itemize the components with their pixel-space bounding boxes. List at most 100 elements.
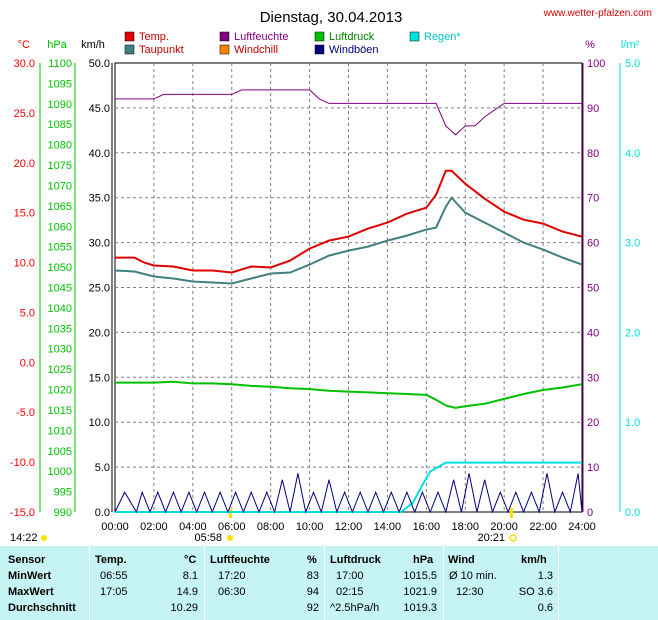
moonrise-label: 14:22: [10, 532, 38, 544]
x-tick-label: 06:00: [218, 521, 246, 533]
axes: 00:00 02:00 04:00 06:00 08:00 10:00 12:00 14:00…: [10, 39, 640, 544]
legend-label: Regen*: [424, 31, 461, 43]
stats-separator: [324, 546, 325, 620]
x-tick-label: 12:00: [335, 521, 363, 533]
header-wind-unit: km/h: [521, 554, 547, 566]
series-line: [114, 473, 583, 514]
series-line: [115, 169, 583, 274]
pressure-value: 1019.3: [403, 602, 437, 614]
rain-axis-tick-label: 1.0: [625, 417, 640, 429]
moon-icon: [41, 535, 47, 541]
series-line: [115, 461, 582, 513]
wind-label: 12:30: [456, 586, 484, 598]
legend-swatch: [219, 44, 230, 55]
header-humidity-unit: %: [307, 554, 317, 566]
row-label: MinWert: [8, 570, 52, 582]
rain-axis-tick-label: 3.0: [625, 238, 640, 250]
humidity-axis-tick-label: 50: [587, 283, 599, 295]
temp-axis-tick-label: 0.0: [20, 357, 35, 369]
temp-unit-label: °C: [18, 39, 30, 51]
legend-label: Windböen: [329, 44, 379, 56]
humidity-axis-tick-label: 80: [587, 148, 599, 160]
pressure-axis-tick-label: 1015: [48, 405, 72, 417]
wind-value: 0.6: [537, 602, 553, 614]
temp-time: 06:55: [100, 570, 128, 582]
pressure-axis-tick-label: 1095: [48, 78, 72, 90]
temp-axis-tick-label: 5.0: [20, 307, 35, 319]
humidity-time: 17:20: [218, 570, 246, 582]
x-tick-label: 16:00: [413, 521, 441, 533]
pressure-axis-tick-label: 1075: [48, 160, 72, 172]
series-group: [114, 89, 583, 514]
grid: [114, 62, 583, 513]
stats-row-max: MaxWert 17:05 14.9 06:30 94 02:15 1021.9…: [0, 585, 658, 599]
legend-label: Taupunkt: [139, 44, 184, 56]
temp-time: 17:05: [100, 586, 128, 598]
pressure-axis-tick-label: 1050: [48, 262, 72, 274]
wind-axis-tick-label: 50.0: [89, 58, 110, 70]
pressure-value: 1021.9: [403, 586, 437, 598]
sunset-marker: [510, 508, 513, 518]
temp-axis-tick-label: 25.0: [14, 108, 35, 120]
wind-unit-label: km/h: [81, 39, 105, 51]
rain-unit-label: l/m²: [621, 39, 640, 51]
x-tick-label: 00:00: [101, 521, 129, 533]
series-line: [115, 380, 583, 409]
pressure-unit-label: hPa: [47, 39, 67, 51]
legend-label: Windchill: [234, 44, 278, 56]
x-tick-label: 10:00: [296, 521, 324, 533]
x-tick-label: 18:00: [451, 521, 479, 533]
wind-axis-tick-label: 30.0: [89, 238, 110, 250]
pressure-axis-tick-label: 1085: [48, 119, 72, 131]
stats-separator: [89, 546, 90, 620]
x-tick-label: 08:00: [257, 521, 285, 533]
wind-axis-tick-label: 25.0: [89, 283, 110, 295]
legend-swatch: [124, 44, 135, 55]
stats-row-min: MinWert 06:55 8.1 17:20 83 17:00 1015.5 …: [0, 569, 658, 583]
wind-value: SO 3.6: [518, 586, 553, 598]
pressure-value: 1015.5: [403, 570, 437, 582]
x-tick-label: 24:00: [568, 521, 596, 533]
pressure-axis-tick-label: 1070: [48, 180, 72, 192]
humidity-value: 94: [306, 586, 319, 598]
temp-value: 10.29: [170, 602, 198, 614]
wind-axis-tick-label: 5.0: [95, 462, 110, 474]
pressure-axis-tick-label: 1090: [48, 99, 72, 111]
temp-value: 8.1: [182, 570, 198, 582]
legend-swatch: [409, 31, 420, 42]
x-tick-label: 22:00: [529, 521, 557, 533]
row-label: MaxWert: [8, 586, 54, 598]
humidity-unit-label: %: [585, 39, 595, 51]
temp-axis-tick-label: 15.0: [14, 208, 35, 220]
legend-swatch: [314, 31, 325, 42]
x-tick-label: 04:00: [179, 521, 207, 533]
pressure-axis-tick-label: 1000: [48, 466, 72, 478]
header-temp: Temp.: [95, 554, 127, 566]
wind-axis-tick-label: 20.0: [89, 327, 110, 339]
humidity-axis-tick-label: 30: [587, 372, 599, 384]
legend-swatch: [124, 31, 135, 42]
wind-axis-tick-label: 15.0: [89, 372, 110, 384]
pressure-axis-tick-label: 1030: [48, 344, 72, 356]
header-temp-unit: °C: [184, 554, 197, 566]
humidity-time: 06:30: [218, 586, 246, 598]
humidity-value: 83: [306, 570, 319, 582]
sunset-icon: [509, 534, 517, 542]
x-tick-label: 02:00: [140, 521, 168, 533]
temp-axis-tick-label: -10.0: [10, 457, 35, 469]
sunrise-label: 05:58: [194, 532, 222, 544]
site-link[interactable]: www.wetter-pfalzen.com: [543, 8, 652, 19]
wind-axis-tick-label: 10.0: [89, 417, 110, 429]
rain-axis-tick-label: 0.0: [625, 507, 640, 519]
stats-separator: [443, 546, 444, 620]
wind-label: Ø 10 min.: [449, 570, 497, 582]
stats-separator: [558, 546, 559, 620]
legend-label: Temp.: [139, 31, 169, 43]
pressure-time: 17:00: [336, 570, 364, 582]
header-pressure-unit: hPa: [413, 554, 434, 566]
pressure-axis-tick-label: 1020: [48, 385, 72, 397]
pressure-axis-tick-label: 995: [54, 487, 72, 499]
weather-chart: Dienstag, 30.04.2013 www.wetter-pfalzen.…: [10, 8, 652, 544]
stats-row-avg: Durchschnitt 10.29 92 ^2.5hPa/h 1019.3 0…: [0, 601, 658, 615]
sunset-label: 20:21: [477, 532, 505, 544]
